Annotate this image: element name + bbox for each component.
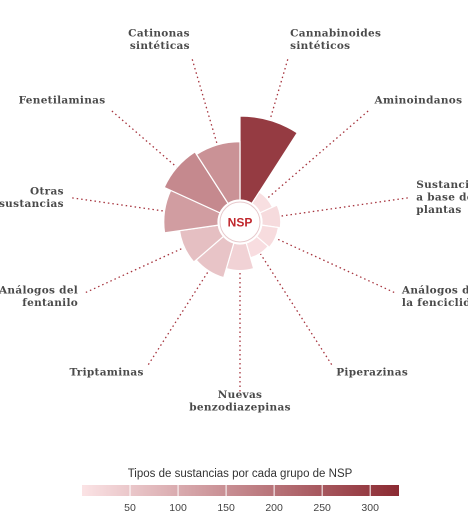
category-label: sintéticos	[290, 40, 350, 52]
leader-line	[147, 241, 228, 366]
legend-gradient-bar	[82, 485, 399, 496]
leader-line	[85, 231, 219, 294]
center-circle	[219, 201, 261, 243]
leader-line	[261, 231, 395, 294]
legend-tick-label: 250	[313, 502, 331, 514]
leader-line	[257, 110, 369, 207]
category-label: Triptaminas	[69, 367, 143, 379]
category-label: plantas	[416, 204, 461, 216]
legend-tick-label: 150	[217, 502, 235, 514]
leader-line	[191, 58, 234, 200]
radial-bar	[195, 141, 241, 205]
leader-line	[111, 110, 223, 207]
category-label: Cannabinoides	[290, 28, 381, 40]
legend-ticks: 50 100 150 200 250 300	[124, 485, 379, 514]
radial-bar	[259, 204, 282, 229]
leader-lines	[71, 58, 409, 392]
legend-tick-label: 100	[169, 502, 187, 514]
category-label: sintéticas	[130, 40, 190, 52]
legend-title: Tipos de sustancias por cada grupo de NS…	[128, 468, 353, 480]
leader-line	[252, 241, 333, 366]
category-label: la fenciclidina	[402, 297, 468, 309]
category-label: Sustancias	[416, 179, 468, 191]
category-label: a base de	[416, 192, 468, 204]
radial-bar	[239, 115, 299, 205]
category-label: Análogos de	[401, 285, 468, 297]
leader-line	[263, 197, 409, 220]
radial-bars	[163, 115, 299, 279]
category-label: Catinonas	[128, 28, 190, 40]
center-label: NSP	[228, 216, 253, 230]
legend-tick-label: 50	[124, 502, 136, 514]
legend-tick-label: 300	[361, 502, 379, 514]
category-label: Aminoindanos	[374, 94, 463, 106]
radial-bar	[255, 224, 280, 249]
color-legend: Tipos de sustancias por cada grupo de NS…	[82, 468, 399, 514]
legend-tick-label: 200	[265, 502, 283, 514]
leader-line	[71, 197, 217, 220]
category-label: sustancias	[0, 198, 64, 210]
category-label: fentanilo	[22, 297, 78, 309]
category-label: Otras	[30, 185, 64, 197]
category-label: Piperazinas	[336, 367, 408, 379]
category-label: benzodiazepinas	[189, 401, 291, 413]
category-label: Nuevas	[218, 389, 263, 401]
category-label: Análogos del	[0, 285, 78, 297]
radial-bar	[163, 151, 229, 214]
category-label: Fenetilaminas	[19, 94, 106, 106]
